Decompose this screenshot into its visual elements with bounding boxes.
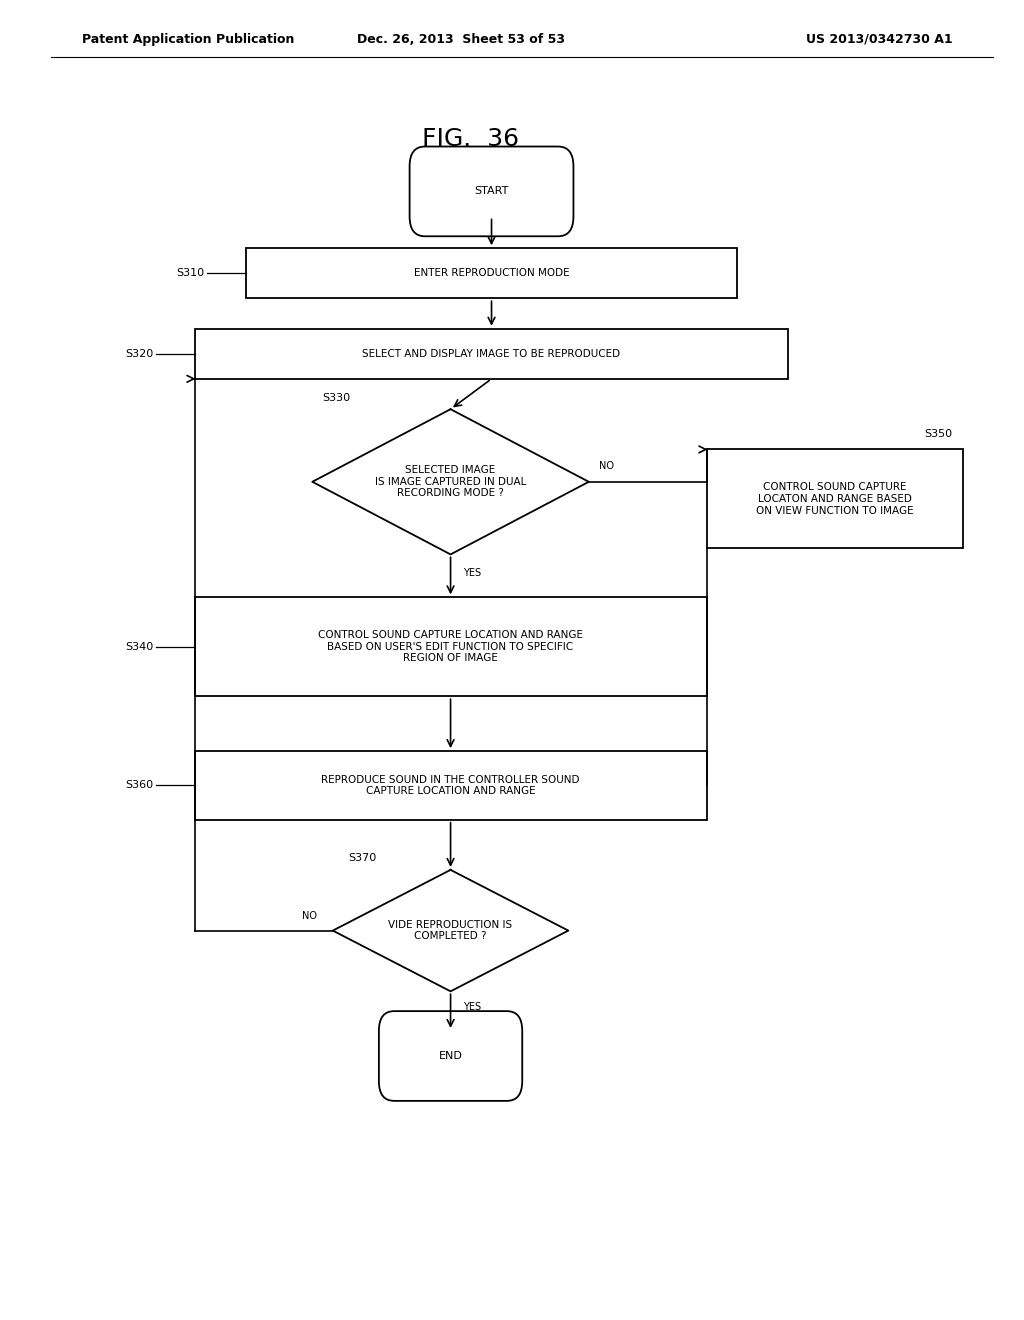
Text: S320: S320 xyxy=(125,348,154,359)
Text: START: START xyxy=(474,186,509,197)
FancyBboxPatch shape xyxy=(410,147,573,236)
Text: US 2013/0342730 A1: US 2013/0342730 A1 xyxy=(806,33,952,46)
FancyBboxPatch shape xyxy=(379,1011,522,1101)
Text: S350: S350 xyxy=(925,429,952,438)
FancyBboxPatch shape xyxy=(195,597,707,697)
Text: S340: S340 xyxy=(125,642,154,652)
Text: REPRODUCE SOUND IN THE CONTROLLER SOUND
CAPTURE LOCATION AND RANGE: REPRODUCE SOUND IN THE CONTROLLER SOUND … xyxy=(322,775,580,796)
Text: S360: S360 xyxy=(126,780,154,791)
Text: VIDE REPRODUCTION IS
COMPLETED ?: VIDE REPRODUCTION IS COMPLETED ? xyxy=(388,920,513,941)
Text: YES: YES xyxy=(463,568,481,578)
Text: CONTROL SOUND CAPTURE
LOCATON AND RANGE BASED
ON VIEW FUNCTION TO IMAGE: CONTROL SOUND CAPTURE LOCATON AND RANGE … xyxy=(756,482,913,516)
Text: S330: S330 xyxy=(323,392,350,403)
Text: Dec. 26, 2013  Sheet 53 of 53: Dec. 26, 2013 Sheet 53 of 53 xyxy=(356,33,565,46)
Text: Patent Application Publication: Patent Application Publication xyxy=(82,33,294,46)
Text: NO: NO xyxy=(599,461,614,471)
FancyBboxPatch shape xyxy=(246,248,737,298)
FancyBboxPatch shape xyxy=(195,329,788,379)
Text: NO: NO xyxy=(302,911,317,921)
Text: FIG.  36: FIG. 36 xyxy=(423,127,519,150)
Text: SELECT AND DISPLAY IMAGE TO BE REPRODUCED: SELECT AND DISPLAY IMAGE TO BE REPRODUCE… xyxy=(362,348,621,359)
Text: S370: S370 xyxy=(348,853,377,863)
Text: END: END xyxy=(438,1051,463,1061)
Text: YES: YES xyxy=(463,1002,481,1012)
FancyBboxPatch shape xyxy=(195,751,707,820)
Text: SELECTED IMAGE
IS IMAGE CAPTURED IN DUAL
RECORDING MODE ?: SELECTED IMAGE IS IMAGE CAPTURED IN DUAL… xyxy=(375,465,526,499)
Text: CONTROL SOUND CAPTURE LOCATION AND RANGE
BASED ON USER'S EDIT FUNCTION TO SPECIF: CONTROL SOUND CAPTURE LOCATION AND RANGE… xyxy=(318,630,583,664)
Text: S310: S310 xyxy=(177,268,205,279)
Text: ENTER REPRODUCTION MODE: ENTER REPRODUCTION MODE xyxy=(414,268,569,279)
FancyBboxPatch shape xyxy=(707,449,963,549)
